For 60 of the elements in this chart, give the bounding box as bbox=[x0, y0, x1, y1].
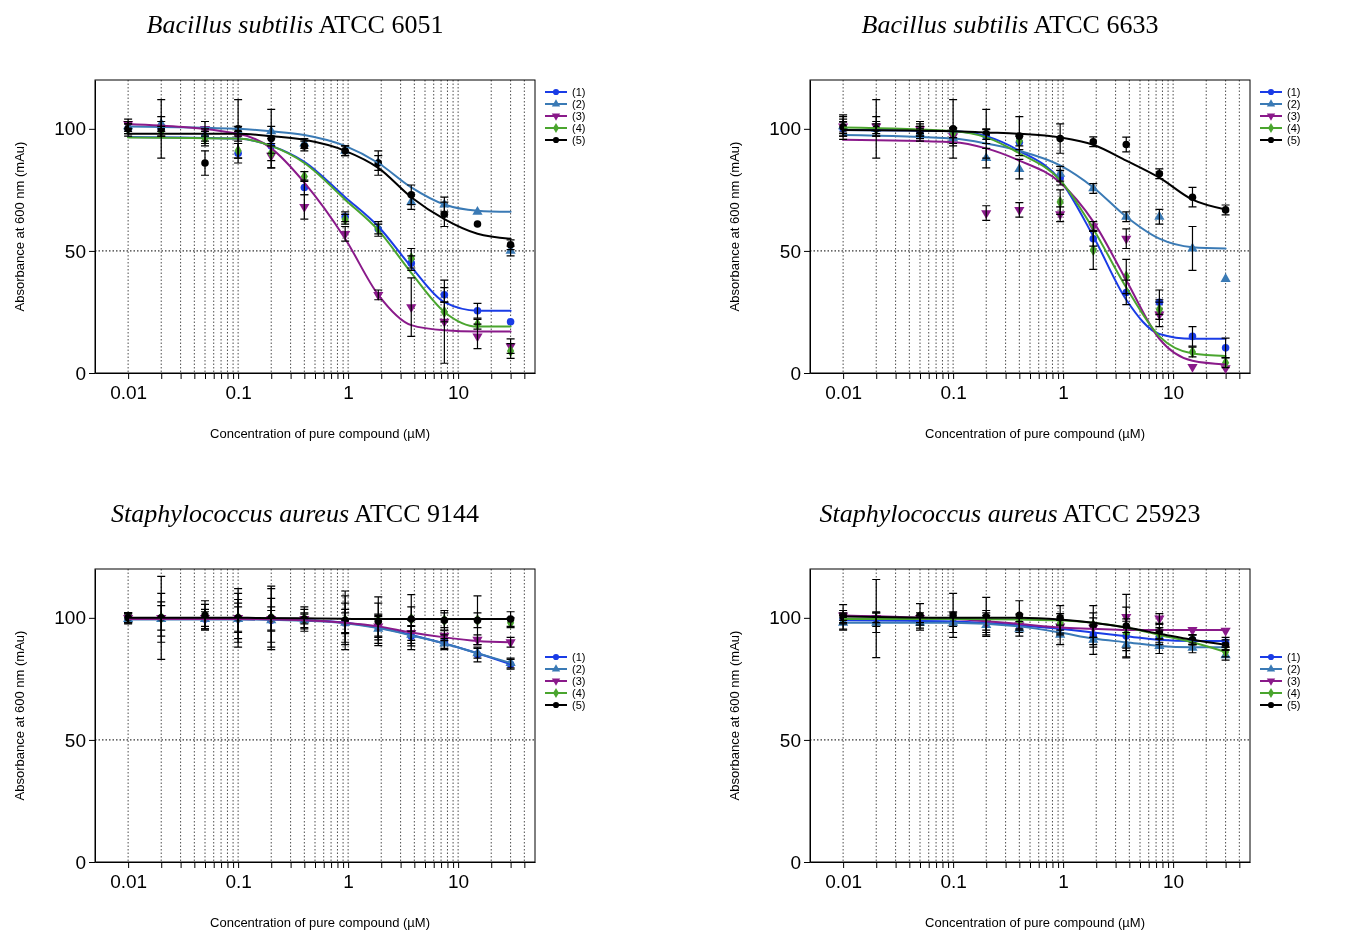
y-axis-title: Absorbance at 600 nm (mAu) bbox=[727, 141, 742, 312]
legend-label: (3) bbox=[572, 674, 586, 687]
legend-label: (5) bbox=[572, 133, 586, 146]
x-tick-label: 1 bbox=[343, 382, 354, 404]
x-tick-label: 0.01 bbox=[110, 382, 148, 404]
x-tick-label: 1 bbox=[343, 871, 354, 893]
x-axis-title: Concentration of pure compound (µM) bbox=[925, 915, 1145, 930]
chart-title: Staphylococcus aureus ATCC 25923 bbox=[819, 499, 1201, 528]
legend-label: (5) bbox=[1287, 133, 1301, 146]
x-axis-title: Concentration of pure compound (µM) bbox=[210, 915, 430, 930]
legend-label: (2) bbox=[572, 662, 586, 675]
legend-label: (3) bbox=[1287, 674, 1301, 687]
x-tick-label: 0.01 bbox=[825, 382, 863, 404]
y-tick-label: 0 bbox=[790, 851, 801, 873]
y-axis-title: Absorbance at 600 nm (mAu) bbox=[727, 630, 742, 801]
y-axis-title: Absorbance at 600 nm (mAu) bbox=[12, 141, 27, 312]
x-tick-label: 10 bbox=[448, 382, 470, 404]
x-tick-label: 0.01 bbox=[110, 871, 148, 893]
x-tick-label: 0.1 bbox=[940, 382, 967, 404]
legend-label: (5) bbox=[572, 698, 586, 711]
chart-title: Bacillus subtilis ATCC 6051 bbox=[146, 10, 444, 39]
y-tick-label: 50 bbox=[779, 240, 801, 262]
x-tick-label: 0.01 bbox=[825, 871, 863, 893]
x-tick-label: 0.1 bbox=[225, 871, 252, 893]
y-tick-label: 100 bbox=[769, 607, 801, 629]
x-tick-label: 0.1 bbox=[225, 382, 252, 404]
y-tick-label: 50 bbox=[779, 729, 801, 751]
x-axis-title: Concentration of pure compound (µM) bbox=[210, 426, 430, 441]
y-tick-label: 0 bbox=[790, 362, 801, 384]
x-tick-label: 10 bbox=[1163, 382, 1185, 404]
legend-label: (3) bbox=[572, 109, 586, 122]
y-tick-label: 100 bbox=[769, 118, 801, 140]
y-tick-label: 0 bbox=[75, 851, 86, 873]
chart-title: Staphylococcus aureus ATCC 9144 bbox=[110, 499, 480, 528]
y-tick-label: 50 bbox=[64, 729, 86, 751]
legend-label: (5) bbox=[1287, 698, 1301, 711]
legend-label: (1) bbox=[572, 650, 586, 663]
x-tick-label: 10 bbox=[1163, 871, 1185, 893]
legend-label: (2) bbox=[1287, 97, 1301, 110]
chart-title: Bacillus subtilis ATCC 6633 bbox=[861, 10, 1159, 39]
y-tick-label: 50 bbox=[64, 240, 86, 262]
x-axis-title: Concentration of pure compound (µM) bbox=[925, 426, 1145, 441]
x-tick-label: 10 bbox=[448, 871, 470, 893]
y-tick-label: 100 bbox=[54, 607, 86, 629]
legend-label: (2) bbox=[1287, 662, 1301, 675]
x-tick-label: 1 bbox=[1058, 871, 1069, 893]
y-tick-label: 0 bbox=[75, 362, 86, 384]
legend-label: (4) bbox=[1287, 686, 1301, 699]
y-axis-title: Absorbance at 600 nm (mAu) bbox=[12, 630, 27, 801]
legend-label: (1) bbox=[1287, 85, 1301, 98]
legend-label: (1) bbox=[572, 85, 586, 98]
x-tick-label: 1 bbox=[1058, 382, 1069, 404]
x-tick-label: 0.1 bbox=[940, 871, 967, 893]
legend-label: (3) bbox=[1287, 109, 1301, 122]
legend-label: (4) bbox=[1287, 121, 1301, 134]
legend-label: (1) bbox=[1287, 650, 1301, 663]
y-tick-label: 100 bbox=[54, 118, 86, 140]
legend-label: (4) bbox=[572, 121, 586, 134]
legend-label: (4) bbox=[572, 686, 586, 699]
legend-label: (2) bbox=[572, 97, 586, 110]
